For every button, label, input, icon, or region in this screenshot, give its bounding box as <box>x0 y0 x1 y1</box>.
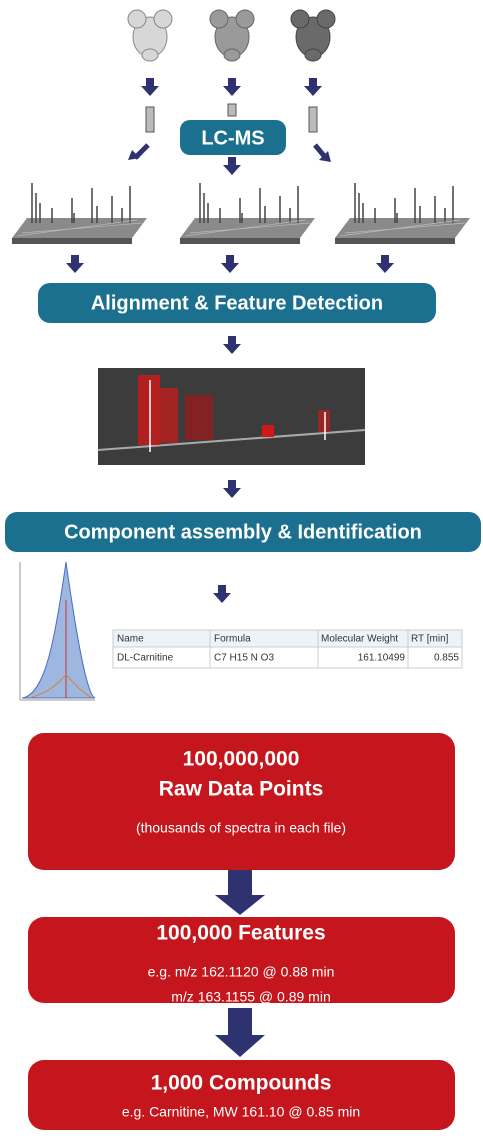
alignment-pill <box>38 283 436 323</box>
spectrum-image <box>334 182 471 245</box>
spectrum-image <box>11 182 148 245</box>
table-cell: 0.855 <box>434 653 459 664</box>
table-cell: DL-Carnitine <box>117 653 174 664</box>
box-title: 1,000 Compounds <box>151 1072 332 1095</box>
peak-graph <box>19 561 96 701</box>
component-label: Component assembly & Identification <box>64 521 422 543</box>
result-table: Name Formula Molecular Weight RT [min] D… <box>112 629 463 669</box>
arrow <box>376 255 394 273</box>
arrow-head <box>319 151 331 162</box>
spectrum-image <box>179 182 316 245</box>
arrow <box>221 255 239 273</box>
arrow <box>215 870 265 915</box>
mouse-icon <box>290 9 336 62</box>
summary-box <box>28 1060 455 1130</box>
mouse-icon <box>127 9 173 62</box>
arrow <box>223 480 241 498</box>
table-cell: C7 H15 N O3 <box>214 653 274 664</box>
box-line: e.g. Carnitine, MW 161.10 @ 0.85 min <box>122 1104 360 1120</box>
lcms-pill <box>180 120 286 155</box>
box-line: m/z 163.1155 @ 0.89 min <box>171 989 330 1005</box>
box-subtitle: Raw Data Points <box>159 778 324 801</box>
table-header: Molecular Weight <box>321 634 398 645</box>
table-cell: 161.10499 <box>358 653 406 664</box>
arrow <box>223 336 241 354</box>
component-pill <box>5 512 481 552</box>
table-header: Formula <box>214 634 251 645</box>
summary-box <box>28 917 455 1003</box>
arrow <box>304 78 322 96</box>
mouse-icon <box>209 9 255 62</box>
vial <box>227 103 237 117</box>
box-title: 100,000 Features <box>156 922 325 945</box>
feature-image <box>97 368 366 465</box>
box-note: (thousands of spectra in each file) <box>136 820 346 836</box>
summary-box <box>28 733 455 870</box>
vial <box>145 106 155 133</box>
table-header: Name <box>117 634 144 645</box>
arrow-head <box>128 150 140 160</box>
arrow <box>66 255 84 273</box>
arrow <box>213 585 231 603</box>
arrow <box>141 78 159 96</box>
arrow <box>215 1008 265 1057</box>
lcms-label: LC-MS <box>201 127 264 149</box>
box-title: 100,000,000 <box>183 748 300 771</box>
arrow <box>313 143 327 159</box>
box-line: e.g. m/z 162.1120 @ 0.88 min <box>148 964 335 980</box>
table-header: RT [min] <box>411 634 449 645</box>
alignment-label: Alignment & Feature Detection <box>91 292 383 314</box>
arrow <box>223 78 241 96</box>
vial <box>308 106 318 133</box>
arrow <box>223 157 241 175</box>
